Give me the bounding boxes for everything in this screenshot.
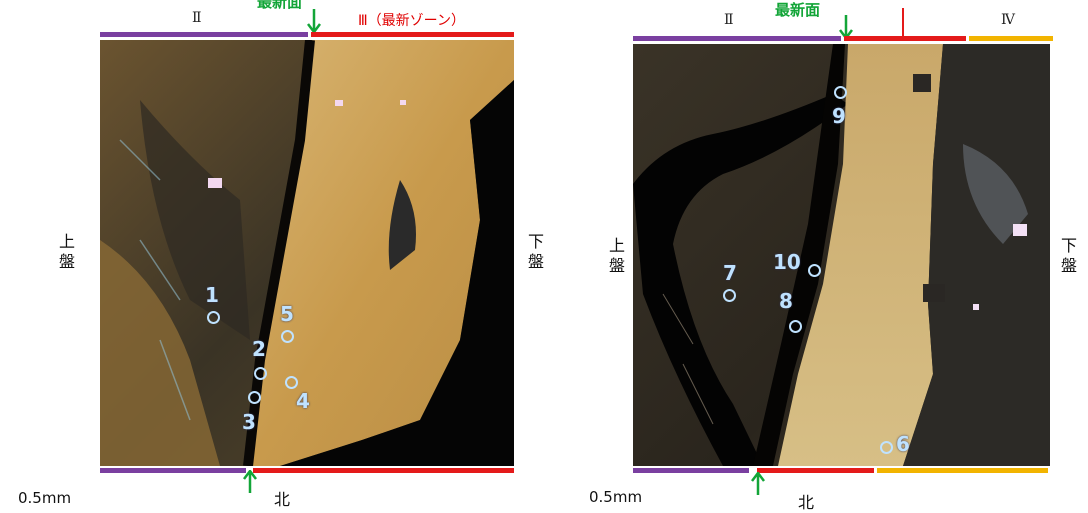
point-label-10: 10 — [773, 250, 801, 274]
left-bottom-bar-zone-iii — [253, 468, 514, 473]
right-newest-surface-label: 最新面 — [775, 1, 821, 19]
right-top-bar-zone-iii — [844, 36, 966, 41]
right-bottom-bar-zone-iv — [877, 468, 1048, 473]
right-top-bar-zone-ii — [633, 36, 841, 41]
right-top-bar-zone-iv — [969, 36, 1053, 41]
point-marker-6 — [880, 441, 893, 454]
left-top-bar-zone-iii — [311, 32, 514, 37]
left-scale-label: 0.5mm — [18, 489, 72, 507]
point-marker-9 — [834, 86, 847, 99]
right-bottom-bar-zone-iii — [757, 468, 874, 473]
point-label-7: 7 — [723, 261, 737, 285]
point-label-6: 6 — [896, 432, 910, 456]
point-label-9: 9 — [832, 104, 846, 128]
left-top-bar-zone-ii — [100, 32, 308, 37]
right-footwall-label: 下盤 — [1060, 236, 1077, 275]
point-label-8: 8 — [779, 289, 793, 313]
right-bottom-bar-zone-ii — [633, 468, 749, 473]
point-marker-1 — [207, 311, 220, 324]
right-hanging-wall-label: 上盤 — [608, 236, 625, 275]
right-bottom-arrow-icon — [751, 472, 765, 495]
right-north-label: 北 — [798, 493, 815, 512]
point-label-2: 2 — [252, 337, 266, 361]
point-marker-2 — [254, 367, 267, 380]
point-marker-10 — [808, 264, 821, 277]
left-north-label: 北 — [274, 490, 291, 509]
point-marker-5 — [281, 330, 294, 343]
right-zone-iv-label: Ⅳ — [1001, 12, 1015, 28]
point-marker-3 — [248, 391, 261, 404]
left-newest-surface-label: 最新面 — [257, 0, 303, 11]
point-label-4: 4 — [296, 389, 310, 413]
point-marker-7 — [723, 289, 736, 302]
left-bottom-bar-zone-ii — [100, 468, 246, 473]
left-zone-ii-label: Ⅱ — [192, 10, 202, 26]
point-label-5: 5 — [280, 302, 294, 326]
left-hanging-wall-label: 上盤 — [58, 232, 75, 271]
left-zone-iii-label: Ⅲ（最新ゾーン） — [358, 13, 465, 29]
right-zone-ii-label: Ⅱ — [724, 12, 734, 28]
left-top-arrow-icon — [307, 9, 321, 34]
point-marker-8 — [789, 320, 802, 333]
point-label-3: 3 — [242, 410, 256, 434]
point-label-1: 1 — [205, 283, 219, 307]
point-marker-4 — [285, 376, 298, 389]
right-micrograph — [633, 44, 1050, 466]
left-footwall-label: 下盤 — [527, 232, 544, 271]
left-micrograph — [100, 40, 514, 466]
left-bottom-arrow-icon — [243, 470, 257, 493]
right-zone-tick — [902, 8, 904, 38]
right-scale-label: 0.5mm — [589, 488, 643, 506]
